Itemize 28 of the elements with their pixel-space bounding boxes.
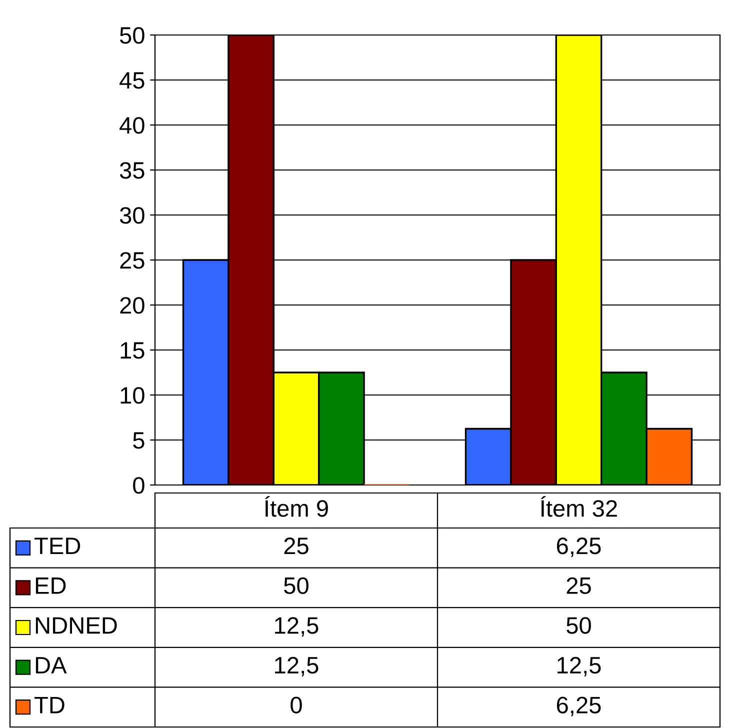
- y-tick-label: 50: [120, 27, 144, 44]
- data-label: 12,5: [558, 656, 601, 676]
- legend-label: DA: [36, 657, 67, 674]
- data-label: 12,5: [275, 617, 318, 637]
- data-label: 0: [290, 696, 302, 714]
- x-tick-label: Ítem 9: [265, 496, 328, 517]
- y-tick-label: 20: [120, 297, 144, 314]
- x-tick-label: Ítem 32: [541, 496, 617, 517]
- data-label: 25: [566, 577, 591, 594]
- y-tick-label: 15: [120, 342, 144, 359]
- y-tick-label: 0: [133, 477, 144, 494]
- y-tick-label: 30: [120, 207, 144, 224]
- legend-label: ED: [36, 578, 66, 594]
- data-label: 50: [566, 617, 591, 634]
- data-label: 6,25: [556, 538, 601, 558]
- legend-label: TD: [34, 696, 64, 714]
- y-tick-label: 5: [133, 432, 144, 449]
- legend-label: TED: [34, 538, 80, 554]
- legend-label: NDNED: [36, 617, 117, 634]
- y-tick-label: 40: [120, 117, 144, 134]
- y-tick-label: 35: [120, 162, 144, 179]
- data-label: 50: [284, 577, 308, 594]
- data-label: 25: [284, 538, 308, 554]
- y-tick-label: 25: [120, 252, 144, 269]
- y-tick-label: 45: [120, 72, 144, 89]
- data-label: 6,25: [556, 696, 601, 716]
- data-label: 12,5: [275, 656, 318, 676]
- y-tick-label: 10: [120, 387, 144, 404]
